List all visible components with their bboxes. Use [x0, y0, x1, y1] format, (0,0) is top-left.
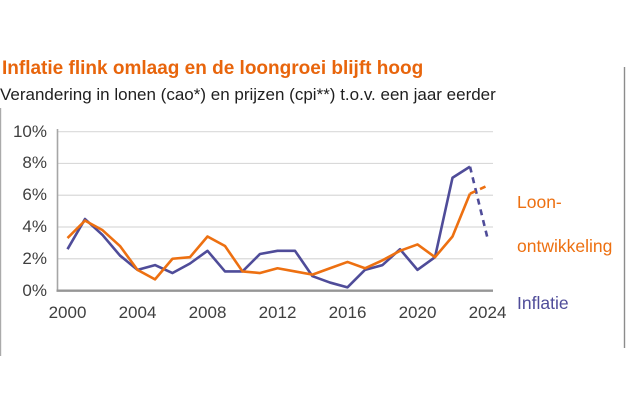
x-tick-label-2004: 2004	[118, 303, 157, 322]
y-tick-label-4: 4%	[22, 216, 47, 236]
y-tick-label-10: 10%	[12, 121, 47, 141]
chart-legend: Loon- ontwikkeling Inflatie	[517, 169, 612, 314]
x-tick-label-2012: 2012	[258, 303, 297, 322]
series-forecast-dashed-inflatie	[468, 166, 489, 239]
legend-label-inflatie: Inflatie	[517, 293, 569, 313]
series-forecast-dashed-loon-ontwikkeling	[469, 184, 489, 195]
y-tick-label-6: 6%	[22, 185, 47, 205]
x-tick-label-2020: 2020	[398, 303, 437, 322]
chart-subtitle: Verandering in lonen (cao*) en prijzen (…	[0, 85, 496, 104]
y-tick-label-2: 2%	[22, 248, 47, 268]
y-tick-label-0: 0%	[22, 280, 47, 300]
x-tick-label-2000: 2000	[48, 303, 87, 322]
x-tick-label-2008: 2008	[188, 303, 227, 322]
legend-loon-line1: Loon-	[517, 192, 562, 212]
legend-loon-line2: ontwikkeling	[517, 236, 613, 256]
x-tick-label-2016: 2016	[328, 303, 367, 322]
series-line-loon-ontwikkeling	[66, 193, 472, 281]
x-tick-label-2024: 2024	[468, 303, 507, 322]
y-tick-label-8: 8%	[22, 153, 47, 173]
chart-title: Inflatie flink omlaag en de loongroei bl…	[2, 58, 424, 79]
legend-label-loonontwikkeling: Loon- ontwikkeling	[517, 169, 612, 279]
